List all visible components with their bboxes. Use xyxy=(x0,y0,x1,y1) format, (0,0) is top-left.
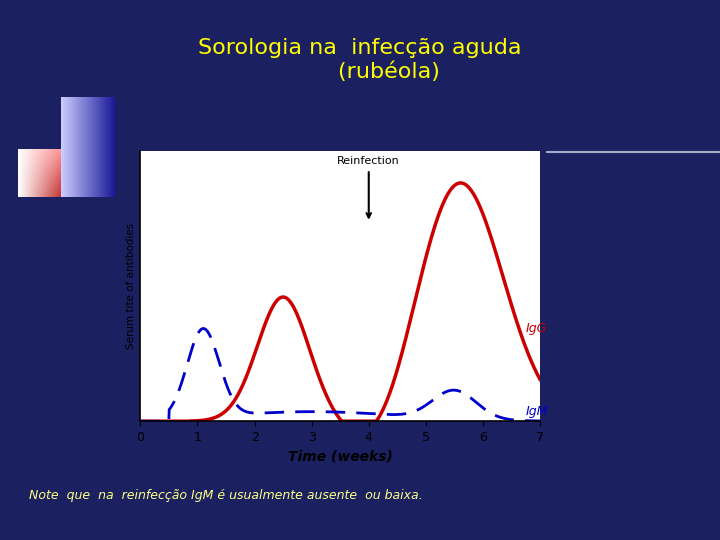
Text: IgG: IgG xyxy=(526,322,547,335)
Text: Sorologia na  infecção aguda
        (rubéola): Sorologia na infecção aguda (rubéola) xyxy=(198,38,522,82)
Y-axis label: Serum tite of antibodies: Serum tite of antibodies xyxy=(126,223,136,349)
Text: IgM: IgM xyxy=(526,405,548,418)
X-axis label: Time (weeks): Time (weeks) xyxy=(288,449,392,463)
Text: Reinfection: Reinfection xyxy=(338,157,400,218)
Text: Note  que  na  reinfecção IgM é usualmente ausente  ou baixa.: Note que na reinfecção IgM é usualmente … xyxy=(29,489,423,502)
